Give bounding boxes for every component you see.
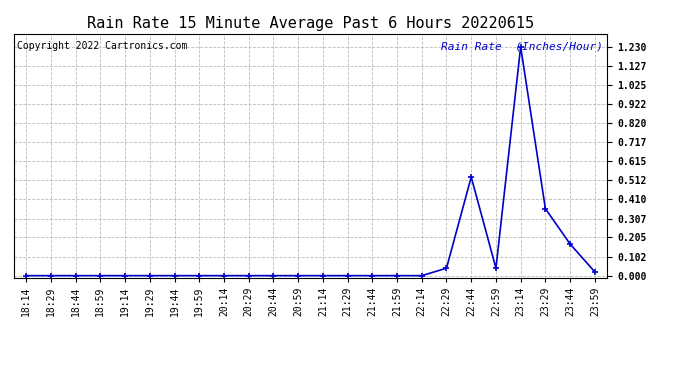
Text: Rain Rate  (Inches/Hour): Rain Rate (Inches/Hour) bbox=[441, 41, 603, 51]
Title: Rain Rate 15 Minute Average Past 6 Hours 20220615: Rain Rate 15 Minute Average Past 6 Hours… bbox=[87, 16, 534, 31]
Text: Copyright 2022 Cartronics.com: Copyright 2022 Cartronics.com bbox=[17, 41, 187, 51]
